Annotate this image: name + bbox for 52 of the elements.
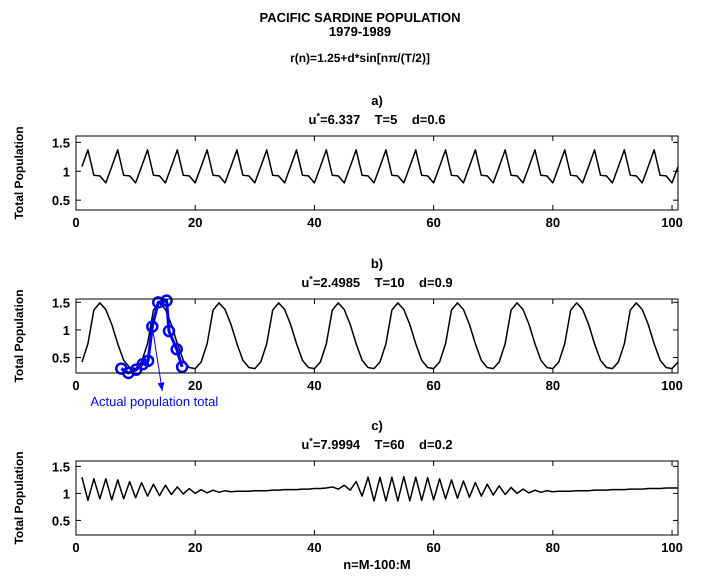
- chart-title: b): [370, 256, 384, 271]
- point: [136, 358, 150, 370]
- point: [152, 296, 165, 309]
- text: PACIFIC SARDINE POPULATION: [259, 10, 461, 25]
- x-tick-label: 20: [188, 378, 202, 393]
- chart-title: c): [371, 418, 383, 433]
- text: 1979-1989: [328, 24, 392, 39]
- x-tick-label: 60: [426, 215, 441, 230]
- y-axis-title: Total Population: [12, 289, 26, 383]
- y-tick-label: 0.5: [52, 350, 70, 366]
- x-tick-label: 40: [307, 540, 322, 555]
- y-axis-title: Total Population: [12, 126, 26, 220]
- y-tick-label: 1: [62, 322, 70, 338]
- annotation: Actual population total: [90, 394, 218, 409]
- point: [122, 366, 135, 380]
- y-tick-label: 1: [62, 164, 70, 180]
- point: [160, 294, 173, 307]
- point: [162, 324, 176, 338]
- point: [142, 354, 154, 368]
- x-tick-label: 60: [426, 540, 441, 555]
- x-tick-label: 60: [426, 378, 441, 393]
- x-tick-label: 0: [72, 540, 80, 555]
- point: [130, 363, 142, 376]
- y-tick-label: 1.5: [52, 459, 70, 474]
- chart-subtitle: u$^{*}$=2.4985 T=10 d=0.9: [301, 274, 453, 290]
- x-tick-label: 40: [307, 378, 322, 393]
- y-tick-label: 1.5: [52, 135, 70, 150]
- text: r(n)=1.25+d*sin[nπ/(T/2)]: [290, 51, 430, 65]
- x-tick-label: 100: [661, 215, 683, 230]
- x-tick-label: 0: [72, 378, 80, 393]
- x-tick-label: 80: [546, 540, 560, 555]
- chart-subtitle: u$^{*}$=6.337 T=5 d=0.6: [308, 111, 446, 127]
- y-tick-label: 1: [62, 486, 70, 502]
- x-tick-label: 100: [661, 378, 683, 393]
- x-tick-label: 80: [546, 215, 560, 230]
- point: [170, 343, 183, 356]
- x-tick-label: 40: [307, 215, 322, 230]
- x-axis-title: n=M-100:M: [343, 557, 411, 572]
- point: [176, 360, 188, 374]
- point: [146, 320, 159, 333]
- x-tick-label: 20: [188, 540, 202, 555]
- x-tick-label: 0: [72, 215, 80, 230]
- chart-subtitle: u$^{*}$=7.9994 T=60 d=0.2: [301, 436, 453, 452]
- x-tick-label: 20: [188, 215, 202, 230]
- y-tick-label: 1.5: [52, 295, 70, 310]
- x-tick-label: 80: [546, 378, 560, 393]
- point: [115, 362, 128, 375]
- chart-title: a): [371, 93, 383, 108]
- y-axis-title: Total Population: [12, 451, 26, 545]
- y-tick-label: 0.5: [52, 193, 70, 208]
- x-tick-label: 100: [661, 540, 683, 555]
- y-tick-label: 0.5: [52, 513, 70, 528]
